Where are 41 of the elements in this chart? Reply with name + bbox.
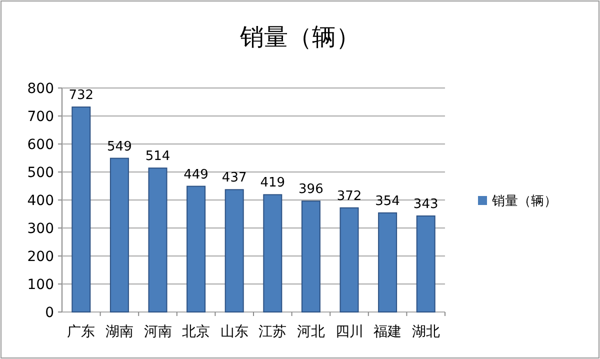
data-label: 396	[298, 182, 324, 198]
y-tick-label: 500	[27, 165, 54, 181]
bar	[72, 106, 91, 312]
x-tick-label: 广东	[67, 324, 96, 340]
x-tick-label: 河北	[296, 324, 325, 340]
chart-title: 销量（辆）	[239, 23, 360, 51]
y-tick-label: 200	[27, 249, 54, 265]
bar	[148, 168, 168, 312]
bar	[378, 212, 398, 312]
x-tick-label: 江苏	[258, 324, 287, 340]
x-tick-label: 山东	[220, 324, 248, 340]
data-label: 343	[413, 196, 438, 212]
y-tick-label: 800	[27, 81, 54, 97]
data-label: 372	[336, 188, 362, 204]
data-label: 514	[145, 149, 170, 164]
x-tick-label: 四川	[335, 324, 364, 340]
y-tick-label: 0	[45, 305, 54, 321]
data-label: 437	[222, 170, 247, 186]
x-tick-label: 北京	[182, 324, 210, 340]
y-tick-label: 300	[27, 221, 54, 237]
bar	[301, 200, 320, 312]
data-label: 354	[375, 194, 400, 209]
y-tick-label: 600	[27, 137, 54, 153]
bar	[263, 194, 282, 312]
data-label: 549	[107, 139, 132, 154]
data-label: 732	[68, 88, 94, 104]
legend-label: 销量（辆）	[491, 194, 557, 209]
x-tick-label: 福建	[374, 324, 402, 340]
bar	[110, 158, 129, 312]
x-tick-label: 湖南	[105, 324, 134, 340]
data-label: 449	[184, 167, 208, 182]
bar	[340, 207, 359, 312]
x-tick-label: 河南	[144, 324, 172, 340]
x-tick-label: 湖北	[412, 324, 440, 340]
y-tick-label: 700	[27, 109, 54, 125]
bar	[186, 186, 206, 312]
bar	[416, 215, 436, 312]
data-label: 419	[260, 176, 286, 191]
bar	[224, 189, 244, 312]
y-tick-label: 400	[27, 193, 54, 209]
y-tick-label: 100	[27, 277, 54, 293]
